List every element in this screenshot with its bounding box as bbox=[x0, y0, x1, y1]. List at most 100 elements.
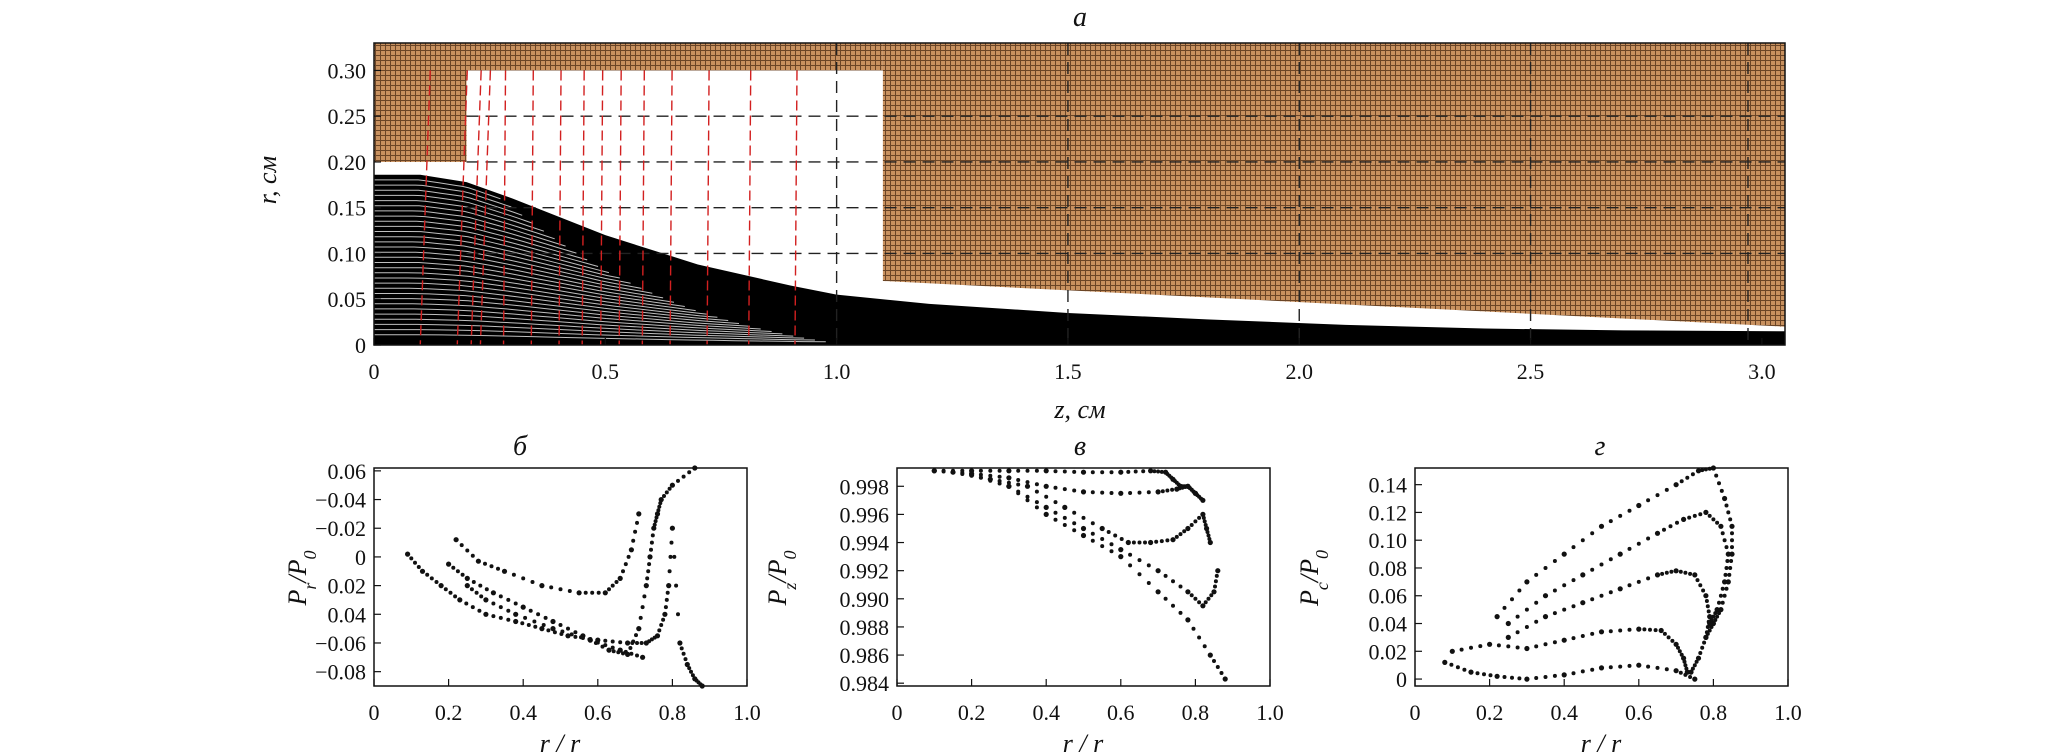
trajectory-line bbox=[374, 329, 815, 341]
panel-c-point bbox=[1072, 510, 1077, 515]
panel-d-point bbox=[1706, 619, 1711, 624]
panel-d-point bbox=[1702, 640, 1707, 645]
panel-a-y-tick-label: 0.15 bbox=[328, 196, 367, 221]
panel-c-point bbox=[1006, 475, 1012, 481]
panel-d-point bbox=[1636, 579, 1641, 584]
panel-b-point bbox=[679, 646, 684, 651]
panel-d-letter: г bbox=[1595, 431, 1606, 462]
panel-d-point bbox=[1698, 651, 1703, 655]
panel-d-point bbox=[1664, 667, 1669, 672]
panel-c-point bbox=[1163, 573, 1168, 578]
panel-b-point bbox=[438, 583, 444, 589]
panel-d-point bbox=[1666, 635, 1671, 640]
panel-d-point bbox=[1678, 670, 1683, 675]
panel-d-point bbox=[1534, 644, 1539, 649]
panel-b-point bbox=[543, 615, 548, 620]
panel-d-point bbox=[1706, 609, 1711, 614]
panel-b-point bbox=[484, 587, 489, 592]
panel-c-point bbox=[1205, 530, 1210, 534]
panel-c-point bbox=[1197, 600, 1202, 605]
panel-c-point bbox=[1160, 489, 1165, 494]
panel-b-point bbox=[513, 618, 519, 625]
trajectory-line bbox=[374, 241, 631, 284]
panel-c-point bbox=[1189, 523, 1194, 527]
panel-c-y-label-sub: z bbox=[780, 583, 800, 591]
panel-d-y-tick-label: 0.06 bbox=[1369, 584, 1408, 609]
panel-d-point bbox=[1627, 663, 1632, 668]
panel-b-point bbox=[664, 490, 669, 495]
panel-b-point bbox=[471, 580, 476, 584]
trajectory-line bbox=[374, 184, 512, 208]
panel-c-point bbox=[1178, 584, 1183, 589]
panel-c-point bbox=[1034, 505, 1039, 510]
panel-d-point bbox=[1705, 604, 1710, 609]
panel-b-point bbox=[464, 575, 470, 582]
panel-c-point bbox=[1090, 490, 1095, 495]
panel-b-point bbox=[651, 525, 657, 531]
panel-c-point bbox=[1016, 491, 1021, 496]
panel-c-y-label-tail: /P bbox=[763, 559, 792, 584]
panel-d-point bbox=[1580, 572, 1586, 578]
panel-b-point bbox=[684, 661, 690, 668]
panel-d-series-outer bbox=[1494, 465, 1735, 641]
panel-c-point bbox=[1043, 483, 1049, 489]
panel-d-point bbox=[1711, 614, 1716, 619]
panel-c-point bbox=[969, 472, 975, 478]
panel-b-point bbox=[539, 583, 545, 589]
panel-c-point bbox=[1043, 511, 1049, 517]
panel-d-point bbox=[1715, 520, 1720, 525]
panel-c-point bbox=[1204, 525, 1210, 532]
panel-d-point bbox=[1722, 495, 1728, 502]
panel-a-y-tick-label: 0.25 bbox=[328, 104, 367, 129]
panel-c-y-tick-label: 0.986 bbox=[840, 643, 890, 668]
panel-c-point bbox=[1072, 528, 1077, 533]
panel-b-point bbox=[536, 612, 541, 617]
panel-c-point bbox=[1159, 469, 1164, 474]
panel-d-y-tick-label: 0.14 bbox=[1369, 473, 1408, 498]
panel-b-point bbox=[617, 575, 623, 582]
panel-c-point bbox=[1159, 539, 1164, 544]
panel-c-x-tick-label: 0.2 bbox=[958, 700, 986, 725]
panel-d-point bbox=[1673, 482, 1679, 488]
panel-d-point bbox=[1552, 588, 1557, 593]
panel-d-plot-area bbox=[1442, 465, 1735, 682]
panel-b-plot-area bbox=[405, 465, 705, 689]
panel-b-point bbox=[474, 590, 479, 595]
panel-b-y-tick-label: 0.02 bbox=[328, 574, 367, 599]
panel-d-point bbox=[1534, 572, 1539, 577]
panel-c-x-tick-label: 1.0 bbox=[1256, 700, 1284, 725]
panel-a-y-tick-label: 0.30 bbox=[328, 58, 367, 83]
panel-b-x-tick-label: 1.0 bbox=[733, 700, 761, 725]
panel-b-point bbox=[590, 590, 595, 595]
panel-d-point bbox=[1552, 673, 1557, 678]
panel-d-point bbox=[1517, 588, 1522, 593]
panel-b-point bbox=[579, 635, 583, 640]
panel-d-point bbox=[1655, 493, 1660, 498]
panel-d-point bbox=[1723, 572, 1728, 577]
panel-d-y-tick-label: 0 bbox=[1396, 667, 1407, 692]
panel-c-point bbox=[978, 472, 983, 477]
panel-c-point bbox=[1099, 525, 1105, 532]
panel-b-point bbox=[409, 556, 414, 561]
trajectory-line bbox=[374, 298, 750, 327]
panel-d-point bbox=[1720, 531, 1725, 536]
panel-d-point bbox=[1571, 636, 1576, 641]
panel-b-point bbox=[413, 560, 417, 565]
panel-c-point bbox=[1206, 596, 1211, 601]
panel-c-y-tick-label: 0.990 bbox=[840, 587, 890, 612]
panel-b-point bbox=[606, 647, 612, 653]
panel-b-point bbox=[635, 653, 639, 658]
panel-d-point bbox=[1590, 631, 1595, 636]
panel-b-point bbox=[687, 470, 692, 475]
panel-c-point bbox=[1034, 482, 1039, 487]
panel-c-point bbox=[1207, 652, 1213, 658]
panel-d-point bbox=[1714, 607, 1720, 613]
panel-d-point bbox=[1562, 583, 1567, 588]
panel-a-y-tick-label: 0.20 bbox=[328, 150, 367, 175]
panel-d-point bbox=[1488, 673, 1493, 678]
panel-b-point bbox=[489, 564, 494, 569]
panel-c-point bbox=[1203, 600, 1208, 605]
panel-d-point bbox=[1580, 600, 1586, 606]
panel-d-y-label-main: P bbox=[1295, 590, 1324, 607]
panel-c-point bbox=[1006, 483, 1012, 489]
